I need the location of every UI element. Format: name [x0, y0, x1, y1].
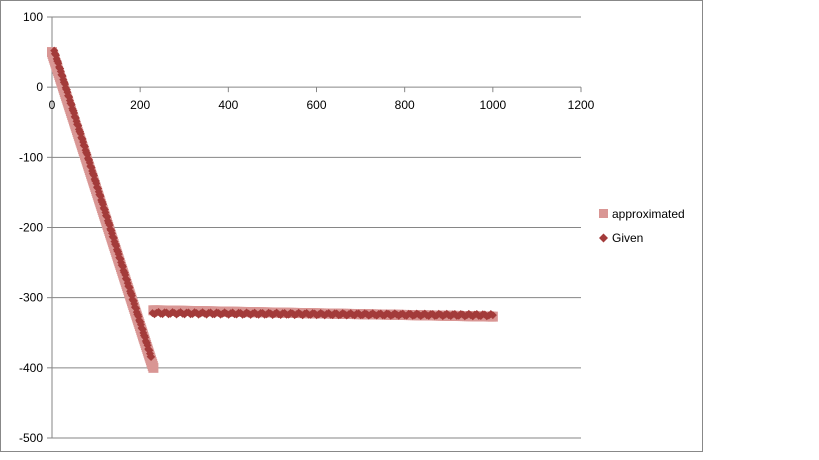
y-tick-label: 0	[36, 80, 43, 94]
legend-marker	[599, 233, 608, 243]
axes	[47, 16, 582, 439]
legend-label: Given	[612, 231, 643, 245]
chart-area: 100 0 -100 -200 -300 -400 -500 0 200 400 600 800 10…	[0, 0, 703, 452]
y-tick-label: -200	[19, 221, 43, 235]
x-tick-labels: 0 200 400 600 800 1000 1200	[49, 98, 595, 112]
y-tick-label: -400	[19, 361, 43, 375]
x-tick-label: 600	[306, 98, 326, 112]
data-point	[121, 270, 130, 279]
y-tick-labels: 100 0 -100 -200 -300 -400 -500	[19, 10, 43, 445]
y-tick-label: -300	[19, 291, 43, 305]
series-given	[50, 46, 497, 361]
data-point	[114, 250, 123, 259]
legend-label: approximated	[612, 207, 685, 221]
x-tick-label: 1200	[568, 98, 595, 112]
x-tick-label: 0	[49, 98, 56, 112]
legend-marker	[599, 209, 608, 218]
y-tick-label: 100	[23, 10, 43, 24]
legend: approximated Given	[599, 207, 685, 245]
data-series	[47, 46, 498, 373]
data-point	[488, 311, 497, 320]
y-tick-label: -500	[19, 431, 43, 445]
y-tick-label: -100	[19, 150, 43, 164]
x-tick-label: 200	[130, 98, 150, 112]
x-tick-label: 1000	[479, 98, 506, 112]
data-point	[147, 352, 156, 361]
x-tick-label: 400	[218, 98, 238, 112]
data-point	[148, 362, 159, 373]
series-approximated	[47, 47, 498, 373]
x-tick-label: 800	[395, 98, 415, 112]
gridlines	[52, 16, 581, 439]
scatter-plot: 1000-100-200-300-400-500 0 200 400 600 800 10…	[19, 10, 685, 445]
data-point	[54, 59, 63, 68]
